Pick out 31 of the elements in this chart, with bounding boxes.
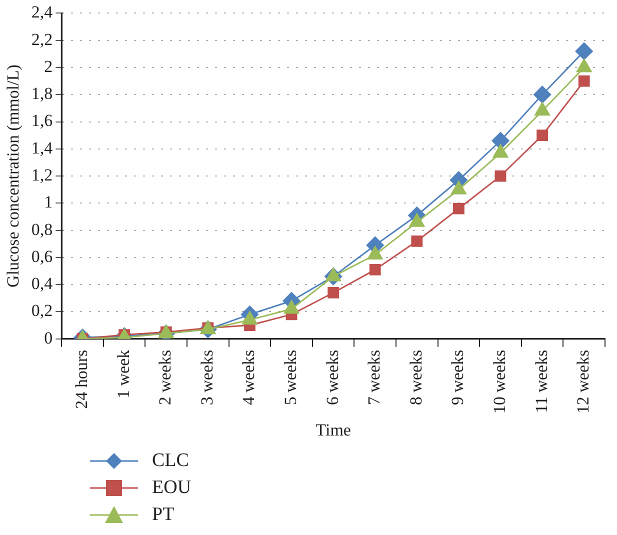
y-tick-label: 0,8 xyxy=(31,220,53,239)
x-tick-label: 6 weeks xyxy=(322,350,342,406)
y-tick-label: 0 xyxy=(44,328,53,348)
y-tick-label: 1,8 xyxy=(31,84,53,104)
y-tick-label: 0,2 xyxy=(31,301,53,320)
y-tick-label: 1,2 xyxy=(31,166,53,184)
y-tick-label: 0,4 xyxy=(31,274,54,294)
y-tick-label: 1,6 xyxy=(31,111,53,130)
y-tick-label: 2,2 xyxy=(31,30,53,49)
y-axis-title: Glucose concentration (mmol/L) xyxy=(4,64,23,288)
y-tick-label: 2,4 xyxy=(31,2,54,22)
x-tick-label: 5 weeks xyxy=(281,350,300,406)
legend-label: PT xyxy=(152,504,174,526)
y-tick-label: 1 xyxy=(44,192,53,212)
y-tick-label: 0,6 xyxy=(31,246,53,266)
legend-label: EOU xyxy=(152,476,192,498)
y-tick-label: 2 xyxy=(44,56,53,76)
x-tick-label: 2 weeks xyxy=(156,350,175,406)
x-tick-label: 11 weeks xyxy=(532,350,551,413)
x-tick-label: 1 week xyxy=(114,349,133,398)
x-tick-label: 12 weeks xyxy=(574,350,593,414)
legend-label: CLC xyxy=(152,450,189,472)
x-tick-label: 7 weeks xyxy=(364,350,384,406)
y-tick-label: 1,4 xyxy=(31,138,54,158)
x-tick-label: 8 weeks xyxy=(406,350,426,406)
x-tick-label: 10 weeks xyxy=(490,350,509,414)
x-axis-title: Time xyxy=(316,420,351,440)
x-tick-label: 24 hours xyxy=(72,350,92,409)
x-tick-label: 9 weeks xyxy=(448,350,468,406)
x-tick-label: 4 weeks xyxy=(239,350,258,406)
x-tick-label: 3 weeks xyxy=(197,350,216,406)
